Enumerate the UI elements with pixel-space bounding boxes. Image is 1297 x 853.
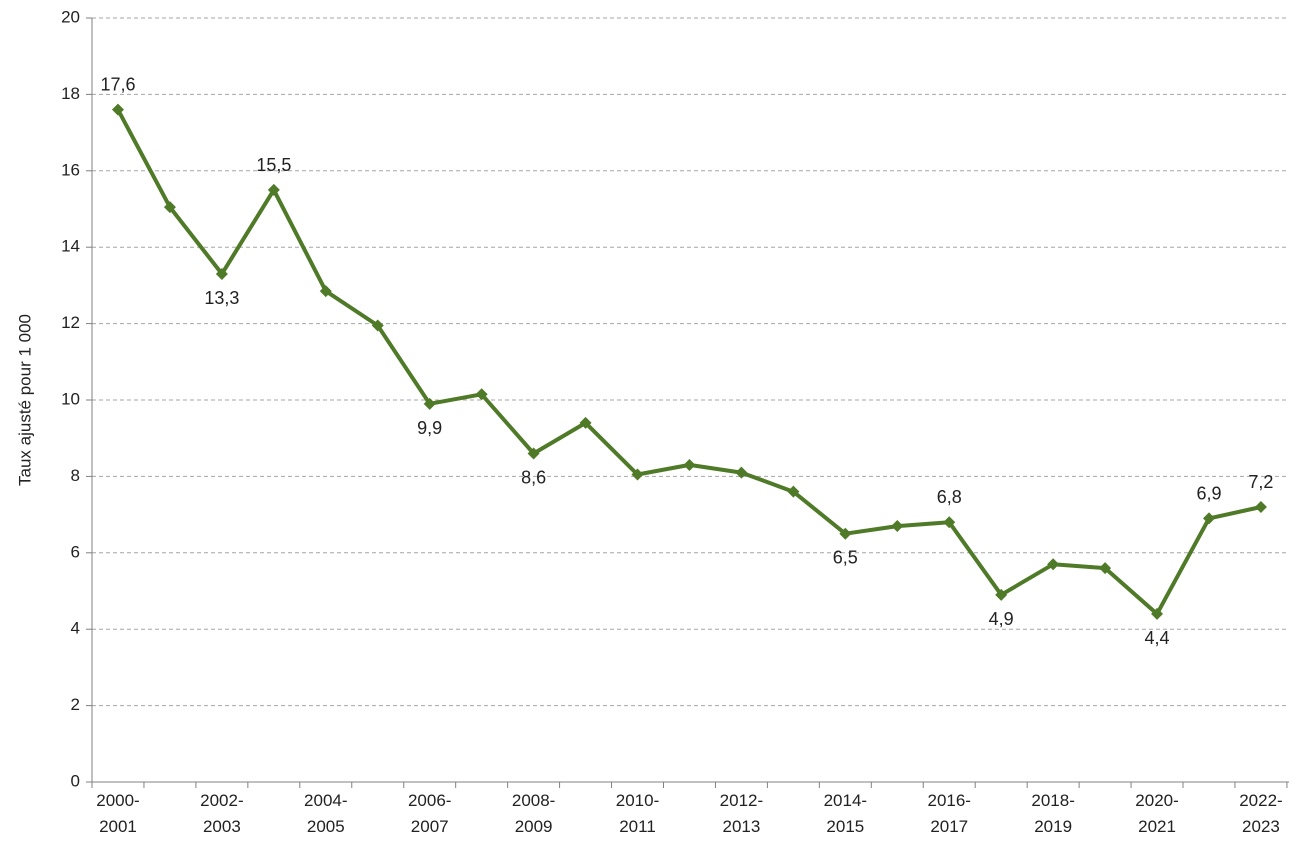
data-point-marker — [1047, 558, 1060, 571]
y-tick-label: 12 — [61, 313, 80, 332]
data-point-marker — [787, 485, 800, 498]
x-tick-label: 2003 — [203, 817, 241, 836]
data-point-marker — [215, 267, 228, 280]
y-tick-label: 0 — [71, 771, 80, 790]
data-point-marker — [631, 468, 644, 481]
axes — [86, 17, 1289, 788]
x-tick-label: 2001 — [99, 817, 137, 836]
x-tick-label: 2008- — [512, 791, 555, 810]
x-tick-label: 2021 — [1138, 817, 1176, 836]
x-tick-label: 2017 — [930, 817, 968, 836]
data-label: 9,9 — [417, 418, 442, 438]
data-label: 6,8 — [937, 487, 962, 507]
x-tick-label: 2010- — [616, 791, 659, 810]
y-tick-label: 8 — [71, 466, 80, 485]
data-point-marker — [475, 388, 488, 401]
data-point-marker — [1099, 562, 1112, 575]
x-tick-label: 2023 — [1242, 817, 1280, 836]
x-tick-label: 2012- — [720, 791, 763, 810]
data-point-marker — [1202, 512, 1215, 525]
data-point-marker — [371, 319, 384, 332]
y-tick-label: 16 — [61, 160, 80, 179]
data-point-marker — [319, 285, 332, 298]
data-point-marker — [111, 103, 124, 116]
y-axis-title: Taux ajusté pour 1 000 — [15, 314, 34, 486]
data-point-marker — [163, 201, 176, 214]
y-tick-label: 14 — [61, 237, 80, 256]
data-label: 6,9 — [1196, 483, 1221, 503]
series-polyline — [116, 108, 1262, 616]
data-label: 15,5 — [256, 155, 291, 175]
y-tick-label: 10 — [61, 389, 80, 408]
y-tick-labels: 0 2 4 6 8 10 12 14 16 18 20 — [61, 7, 80, 790]
x-tick-label: 2006- — [408, 791, 451, 810]
data-point-marker — [1254, 500, 1267, 513]
data-label: 4,9 — [989, 609, 1014, 629]
data-label: 13,3 — [204, 288, 239, 308]
x-tick-label: 2000- — [96, 791, 139, 810]
x-tick-labels: 2000- 2001 2002- 2003 2004- 2005 2006- 2007 2008… — [96, 791, 1282, 836]
series-markers — [111, 103, 1267, 620]
x-tick-label: 2011 — [619, 817, 656, 836]
data-point-marker — [943, 516, 956, 529]
data-point-marker — [891, 520, 904, 533]
data-point-marker — [995, 588, 1008, 601]
data-point-marker — [527, 447, 540, 460]
x-tick-label: 2015 — [826, 817, 864, 836]
y-tick-label: 18 — [61, 84, 80, 103]
x-tick-label: 2019 — [1034, 817, 1072, 836]
x-tick-label: 2018- — [1031, 791, 1074, 810]
data-label: 6,5 — [833, 548, 858, 568]
x-tick-label: 2009 — [515, 817, 553, 836]
x-tick-label: 2014- — [824, 791, 867, 810]
x-tick-label: 2020- — [1135, 791, 1178, 810]
x-tick-label: 2007 — [411, 817, 449, 836]
x-tick-label: 2016- — [927, 791, 970, 810]
data-point-marker — [579, 416, 592, 429]
data-label: 17,6 — [100, 75, 135, 95]
y-tick-label: 2 — [71, 695, 80, 714]
data-point-marker — [735, 466, 748, 479]
data-point-marker — [267, 183, 280, 196]
grid-lines — [92, 17, 1289, 707]
data-label: 4,4 — [1145, 628, 1170, 648]
y-tick-label: 6 — [71, 542, 80, 561]
x-tick-label: 2022- — [1239, 791, 1282, 810]
data-point-marker — [683, 458, 696, 471]
data-point-marker — [423, 397, 436, 410]
series-line — [116, 108, 1262, 616]
data-point-marker — [1151, 607, 1164, 620]
x-tick-label: 2005 — [307, 817, 345, 836]
x-tick-label: 2002- — [200, 791, 243, 810]
y-tick-label: 20 — [61, 7, 80, 26]
data-labels: 17,6 13,3 15,5 9,9 8,6 6,5 6,8 4,9 4,4 6,9 7,2 — [100, 75, 1273, 648]
x-tick-label: 2004- — [304, 791, 347, 810]
data-label: 8,6 — [521, 467, 546, 487]
data-point-marker — [839, 527, 852, 540]
x-tick-label: 2013 — [723, 817, 761, 836]
data-label: 7,2 — [1248, 472, 1273, 492]
y-tick-label: 4 — [71, 619, 80, 638]
